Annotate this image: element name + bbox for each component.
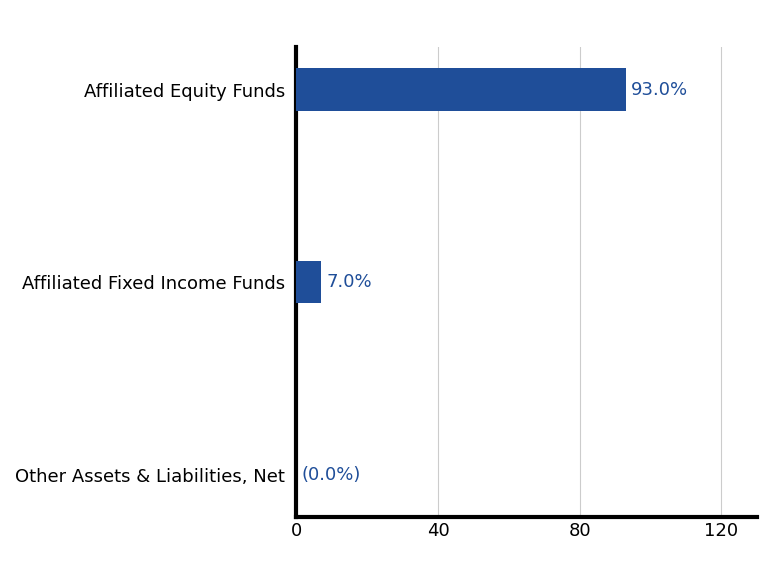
Bar: [296, 261, 321, 303]
Text: (0.0%): (0.0%): [302, 466, 361, 484]
Text: 93.0%: 93.0%: [631, 81, 688, 99]
Text: 7.0%: 7.0%: [327, 273, 372, 291]
Bar: [296, 68, 626, 111]
